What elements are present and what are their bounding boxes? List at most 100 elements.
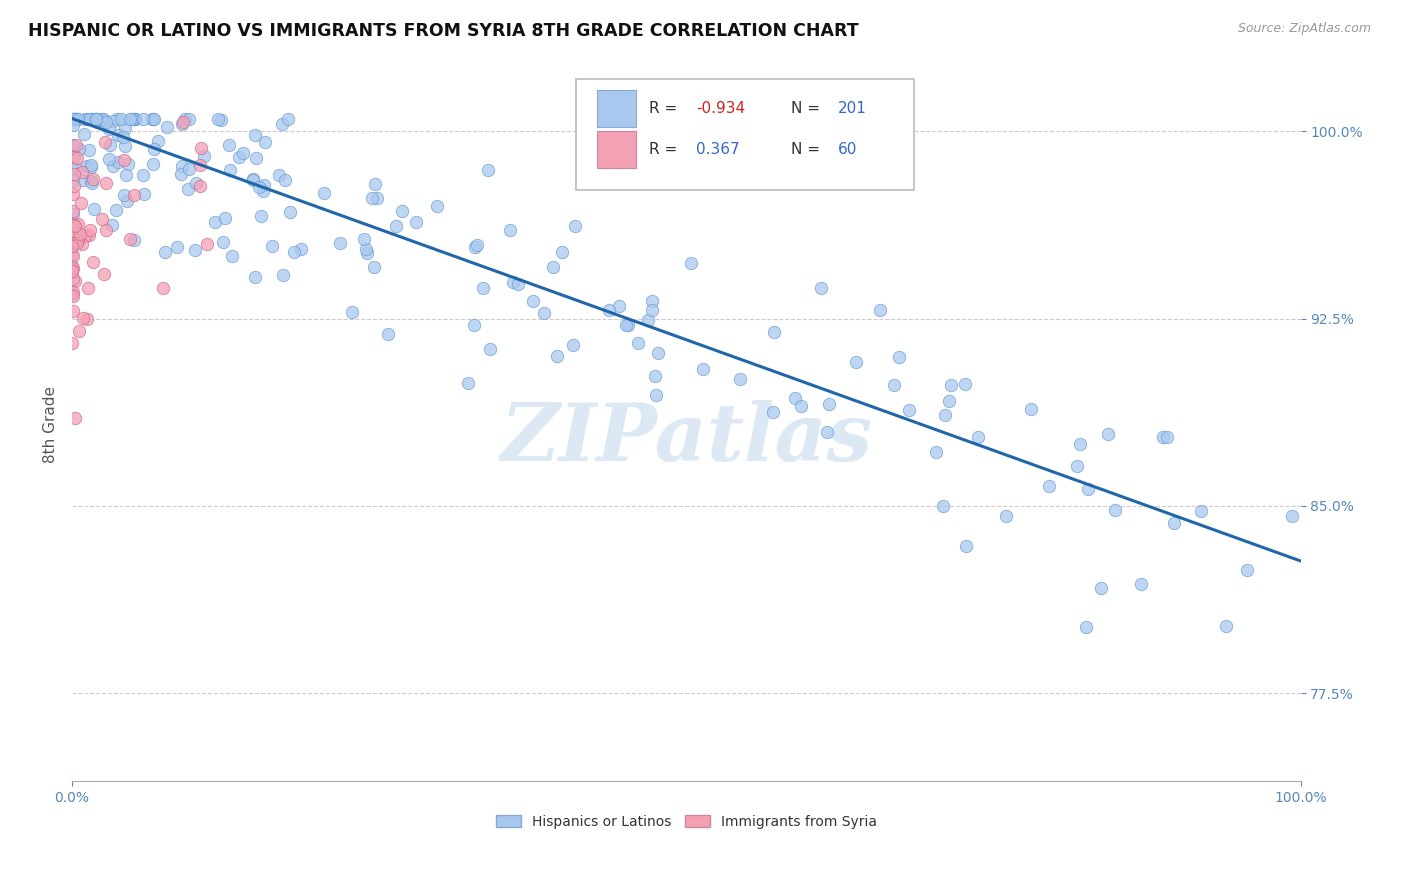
Point [121, 112, 143, 126]
Point [82, 112, 104, 126]
Point [290, 242, 312, 256]
Point [66, 151, 89, 165]
Point [93, 267, 115, 281]
Point [115, 169, 138, 183]
Point [955, 539, 977, 553]
Point [80, 160, 103, 174]
Point [479, 343, 502, 357]
Point [242, 171, 264, 186]
Point [65, 112, 87, 126]
Point [62, 239, 84, 253]
Point [356, 245, 378, 260]
Point [190, 141, 212, 155]
Point [62, 272, 84, 286]
Point [193, 149, 215, 163]
Text: 0.367: 0.367 [696, 142, 740, 157]
Point [75, 112, 97, 126]
Point [391, 203, 413, 218]
Point [65, 137, 87, 152]
Point [1236, 563, 1258, 577]
Point [1038, 479, 1060, 493]
Point [132, 168, 155, 182]
Point [641, 293, 664, 308]
Point [1097, 427, 1119, 442]
Point [179, 112, 201, 126]
Point [65, 236, 87, 251]
Point [1076, 620, 1098, 634]
Point [77, 281, 100, 295]
Text: R =: R = [650, 101, 682, 116]
Point [76, 311, 98, 326]
Point [166, 240, 188, 254]
Point [91, 112, 114, 126]
Point [785, 391, 807, 405]
Point [60, 247, 83, 261]
Point [955, 376, 977, 391]
Point [65, 219, 87, 234]
Point [97, 152, 120, 166]
Point [114, 120, 136, 135]
Point [114, 153, 136, 167]
Point [232, 145, 254, 160]
Point [471, 281, 494, 295]
Point [82, 254, 104, 268]
Point [110, 112, 132, 126]
Point [103, 159, 125, 173]
Point [221, 249, 243, 263]
Point [385, 219, 408, 234]
Point [647, 346, 669, 360]
Point [62, 112, 84, 126]
Point [498, 223, 520, 237]
FancyBboxPatch shape [575, 79, 914, 190]
Point [60, 259, 83, 273]
Point [62, 137, 84, 152]
Point [142, 112, 165, 126]
Point [70, 165, 93, 179]
Point [172, 115, 194, 129]
Point [60, 112, 83, 126]
Point [967, 430, 990, 444]
Point [271, 117, 294, 131]
Point [79, 112, 101, 126]
Point [405, 214, 427, 228]
Point [995, 509, 1018, 524]
Point [132, 186, 155, 201]
Point [82, 171, 104, 186]
Point [84, 114, 107, 128]
Point [214, 211, 236, 226]
Point [83, 202, 105, 217]
Point [1156, 430, 1178, 444]
Point [65, 161, 87, 176]
Point [845, 355, 868, 369]
Point [464, 240, 486, 254]
Point [62, 118, 84, 132]
Point [329, 236, 352, 251]
Point [117, 156, 139, 170]
Point [546, 349, 568, 363]
Point [245, 269, 267, 284]
Point [62, 203, 84, 218]
Point [1069, 437, 1091, 451]
Point [120, 232, 142, 246]
Point [67, 233, 90, 247]
Point [762, 405, 785, 419]
Point [252, 184, 274, 198]
Point [363, 260, 385, 275]
Point [63, 150, 86, 164]
Point [62, 260, 84, 275]
Point [1163, 516, 1185, 530]
Point [177, 182, 200, 196]
Point [377, 326, 399, 341]
Point [253, 135, 276, 149]
Point [271, 268, 294, 283]
Point [62, 249, 84, 263]
Point [76, 159, 98, 173]
Point [62, 187, 84, 202]
Point [188, 158, 211, 172]
Point [934, 408, 956, 422]
Point [132, 112, 155, 126]
Point [80, 173, 103, 187]
Point [97, 122, 120, 136]
Point [67, 324, 90, 338]
Point [77, 144, 100, 158]
